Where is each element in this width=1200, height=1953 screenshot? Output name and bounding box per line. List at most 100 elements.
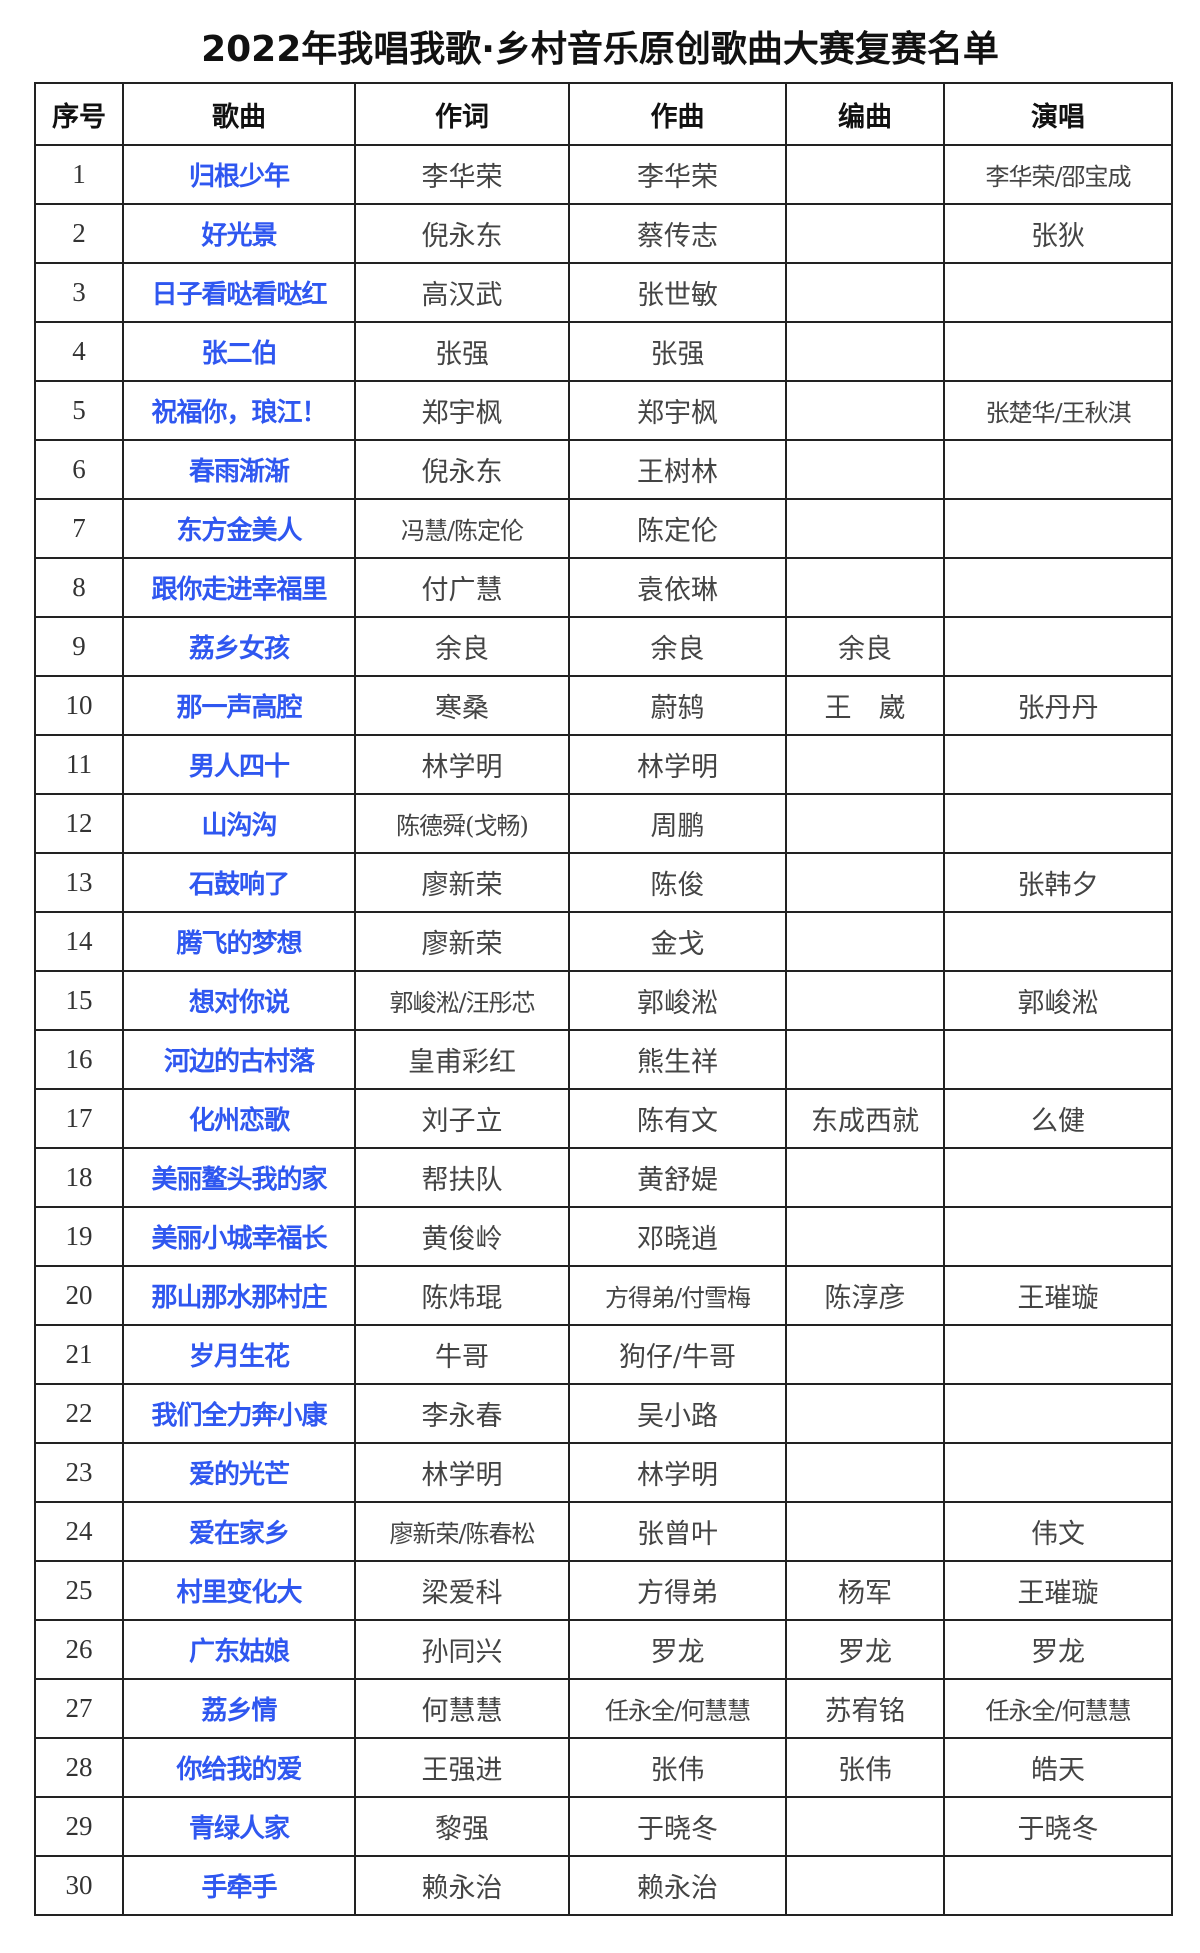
cell-index: 16 (34, 1029, 124, 1090)
table-row: 17 化州恋歌 刘子立 陈有文 东成西就 么健 (34, 1088, 1173, 1149)
contestant-table: 序号 歌曲 作词 作曲 编曲 演唱 1 归根少年 李华荣 李华荣 李华荣/邵宝成 2 好光景… (34, 82, 1173, 1916)
cell-composer: 陈俊 (568, 852, 787, 913)
cell-composer: 吴小路 (568, 1383, 787, 1444)
cell-lyricist: 廖新荣 (354, 852, 570, 913)
cell-lyricist: 冯慧/陈定伦 (354, 498, 570, 559)
cell-song: 荔乡女孩 (122, 616, 356, 677)
cell-performer (943, 1206, 1173, 1267)
cell-index: 2 (34, 203, 124, 264)
cell-index: 8 (34, 557, 124, 618)
cell-arranger (785, 144, 945, 205)
cell-arranger (785, 970, 945, 1031)
cell-arranger (785, 1147, 945, 1208)
header-index: 序号 (34, 82, 124, 146)
cell-performer (943, 557, 1173, 618)
cell-performer: 张丹丹 (943, 675, 1173, 736)
table-row: 29 青绿人家 黎强 于晓冬 于晓冬 (34, 1796, 1173, 1857)
cell-arranger (785, 911, 945, 972)
cell-arranger (785, 1383, 945, 1444)
cell-arranger (785, 1029, 945, 1090)
cell-lyricist: 皇甫彩红 (354, 1029, 570, 1090)
cell-arranger (785, 380, 945, 441)
cell-performer: 么健 (943, 1088, 1173, 1149)
cell-lyricist: 寒桑 (354, 675, 570, 736)
cell-song: 想对你说 (122, 970, 356, 1031)
cell-index: 11 (34, 734, 124, 795)
cell-performer (943, 1383, 1173, 1444)
cell-performer (943, 1324, 1173, 1385)
cell-song: 美丽鳌头我的家 (122, 1147, 356, 1208)
table-row: 9 荔乡女孩 余良 余良 余良 (34, 616, 1173, 677)
cell-composer: 王树林 (568, 439, 787, 500)
cell-performer (943, 1029, 1173, 1090)
header-composer: 作曲 (568, 82, 787, 146)
cell-index: 22 (34, 1383, 124, 1444)
cell-arranger (785, 557, 945, 618)
cell-song: 祝福你，琅江！ (122, 380, 356, 441)
cell-performer (943, 1855, 1173, 1916)
cell-index: 12 (34, 793, 124, 854)
cell-arranger (785, 1206, 945, 1267)
cell-lyricist: 刘子立 (354, 1088, 570, 1149)
cell-arranger (785, 1324, 945, 1385)
cell-song: 村里变化大 (122, 1560, 356, 1621)
cell-lyricist: 牛哥 (354, 1324, 570, 1385)
cell-composer: 袁依琳 (568, 557, 787, 618)
table-row: 3 日子看哒看哒红 高汉武 张世敏 (34, 262, 1173, 323)
cell-composer: 张伟 (568, 1737, 787, 1798)
cell-performer (943, 793, 1173, 854)
cell-arranger: 东成西就 (785, 1088, 945, 1149)
cell-composer: 李华荣 (568, 144, 787, 205)
cell-song: 化州恋歌 (122, 1088, 356, 1149)
cell-composer: 黄舒媞 (568, 1147, 787, 1208)
cell-song: 好光景 (122, 203, 356, 264)
cell-index: 19 (34, 1206, 124, 1267)
cell-lyricist: 倪永东 (354, 203, 570, 264)
cell-arranger: 王 崴 (785, 675, 945, 736)
table-row: 1 归根少年 李华荣 李华荣 李华荣/邵宝成 (34, 144, 1173, 205)
cell-index: 1 (34, 144, 124, 205)
cell-arranger (785, 203, 945, 264)
cell-lyricist: 何慧慧 (354, 1678, 570, 1739)
table-row: 26 广东姑娘 孙同兴 罗龙 罗龙 罗龙 (34, 1619, 1173, 1680)
cell-arranger: 杨军 (785, 1560, 945, 1621)
cell-arranger: 罗龙 (785, 1619, 945, 1680)
cell-composer: 林学明 (568, 1442, 787, 1503)
cell-lyricist: 郭峻淞/汪彤芯 (354, 970, 570, 1031)
cell-composer: 张强 (568, 321, 787, 382)
cell-performer: 任永全/何慧慧 (943, 1678, 1173, 1739)
cell-song: 山沟沟 (122, 793, 356, 854)
cell-lyricist: 廖新荣 (354, 911, 570, 972)
header-lyricist: 作词 (354, 82, 570, 146)
cell-lyricist: 林学明 (354, 734, 570, 795)
cell-index: 6 (34, 439, 124, 500)
cell-arranger (785, 852, 945, 913)
cell-lyricist: 倪永东 (354, 439, 570, 500)
cell-song: 那一声高腔 (122, 675, 356, 736)
table-row: 5 祝福你，琅江！ 郑宇枫 郑宇枫 张楚华/王秋淇 (34, 380, 1173, 441)
cell-arranger: 陈淳彦 (785, 1265, 945, 1326)
cell-composer: 蔡传志 (568, 203, 787, 264)
cell-song: 河边的古村落 (122, 1029, 356, 1090)
table-row: 14 腾飞的梦想 廖新荣 金戈 (34, 911, 1173, 972)
cell-lyricist: 余良 (354, 616, 570, 677)
cell-lyricist: 张强 (354, 321, 570, 382)
table-row: 27 荔乡情 何慧慧 任永全/何慧慧 苏宥铭 任永全/何慧慧 (34, 1678, 1173, 1739)
cell-index: 13 (34, 852, 124, 913)
table-row: 12 山沟沟 陈德舜(戈畅) 周鹏 (34, 793, 1173, 854)
cell-song: 张二伯 (122, 321, 356, 382)
cell-song: 美丽小城幸福长 (122, 1206, 356, 1267)
table-row: 20 那山那水那村庄 陈炜琨 方得弟/付雪梅 陈淳彦 王璀璇 (34, 1265, 1173, 1326)
cell-lyricist: 付广慧 (354, 557, 570, 618)
cell-arranger (785, 1855, 945, 1916)
cell-song: 那山那水那村庄 (122, 1265, 356, 1326)
table-row: 25 村里变化大 梁爱科 方得弟 杨军 王璀璇 (34, 1560, 1173, 1621)
cell-index: 24 (34, 1501, 124, 1562)
table-row: 2 好光景 倪永东 蔡传志 张狄 (34, 203, 1173, 264)
cell-composer: 陈有文 (568, 1088, 787, 1149)
cell-performer (943, 498, 1173, 559)
cell-song: 我们全力奔小康 (122, 1383, 356, 1444)
cell-index: 23 (34, 1442, 124, 1503)
cell-song: 爱在家乡 (122, 1501, 356, 1562)
table-body: 1 归根少年 李华荣 李华荣 李华荣/邵宝成 2 好光景 倪永东 蔡传志 张狄 3 日子看哒看哒红 高汉… (34, 144, 1173, 1916)
